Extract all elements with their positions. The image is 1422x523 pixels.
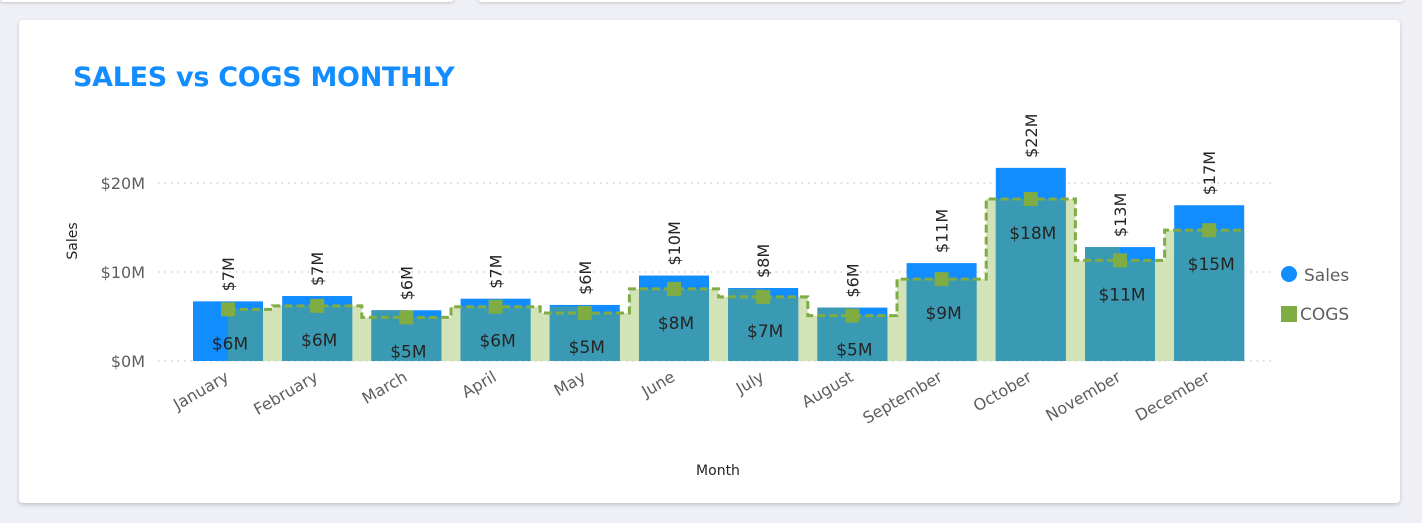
sales-data-label: $6M xyxy=(397,266,416,300)
cogs-data-label: $7M xyxy=(747,322,783,342)
x-tick-label: August xyxy=(798,367,856,411)
sales-data-label: $11M xyxy=(933,209,952,253)
cogs-data-label: $15M xyxy=(1188,255,1235,275)
overlap-segment xyxy=(728,296,799,361)
cogs-marker xyxy=(667,281,681,296)
overlap-segment xyxy=(817,315,888,361)
sales-data-label: $10M xyxy=(665,221,684,265)
cogs-line xyxy=(228,197,1245,319)
cogs-marker xyxy=(1113,253,1127,268)
cogs-marker xyxy=(1202,223,1217,238)
overlap-segment xyxy=(1085,260,1155,361)
x-tick-label: November xyxy=(1042,367,1124,425)
cogs-data-label: $5M xyxy=(390,342,426,362)
legend[interactable]: Sales COGS xyxy=(1281,266,1349,325)
sales-data-label: $13M xyxy=(1111,193,1130,237)
sales-data-label: $7M xyxy=(487,255,506,289)
overlap-segment xyxy=(460,306,531,361)
cogs-marker xyxy=(756,289,771,304)
adjacent-card-left xyxy=(0,0,454,2)
sales-data-label: $6M xyxy=(576,261,595,295)
cogs-data-label: $5M xyxy=(569,338,605,358)
overlap-segment xyxy=(995,199,1066,361)
cogs-marker xyxy=(1023,192,1038,207)
y-tick-label: $10M xyxy=(101,263,145,282)
overlap-segment xyxy=(371,317,442,361)
overlap-segment xyxy=(228,309,263,361)
x-tick-label: July xyxy=(732,367,767,398)
cogs-marker xyxy=(845,308,860,323)
overlap-segment xyxy=(1174,230,1245,361)
overlap-layer xyxy=(228,199,1245,361)
cogs-data-label: $18M xyxy=(1009,224,1056,244)
overlap-segment xyxy=(906,279,977,361)
x-tick-label: May xyxy=(551,367,589,400)
cogs-data-label: $6M xyxy=(212,334,248,354)
overlap-segment xyxy=(549,312,620,361)
x-tick-label: March xyxy=(359,367,411,408)
sales-data-label: $7M xyxy=(219,257,238,291)
cogs-data-label: $6M xyxy=(479,332,515,352)
x-tick-label: December xyxy=(1132,367,1214,425)
adjacent-card-right xyxy=(478,0,1404,2)
x-axis-title: Month xyxy=(696,463,740,479)
cogs-data-label: $8M xyxy=(658,314,694,334)
legend-label-cogs: COGS xyxy=(1300,305,1349,325)
legend-label-sales: Sales xyxy=(1304,266,1349,286)
cogs-marker xyxy=(399,310,414,325)
x-tick-label: October xyxy=(970,367,1035,416)
sales-data-label: $7M xyxy=(308,252,327,286)
x-tick-label: June xyxy=(637,367,678,401)
legend-square-icon xyxy=(1281,306,1297,322)
sales-data-label: $17M xyxy=(1200,151,1219,195)
cogs-marker xyxy=(310,298,325,313)
x-tick-label: April xyxy=(458,367,499,402)
cogs-marker xyxy=(221,302,235,317)
cogs-marker xyxy=(577,305,592,320)
y-tick-label: $0M xyxy=(111,352,145,371)
data-labels: $7M $7M $6M $7M $6M $10M $8M $6M $11M $22M $13M $17… xyxy=(212,114,1235,363)
x-tick-label: February xyxy=(250,367,321,419)
cogs-data-label: $6M xyxy=(301,331,337,351)
sales-data-label: $22M xyxy=(1022,114,1041,158)
x-tick-label: January xyxy=(169,367,232,414)
cogs-marker xyxy=(934,272,949,287)
chart-title: SALES vs COGS MONTHLY xyxy=(73,62,455,93)
x-tick-label: September xyxy=(860,367,946,428)
overlap-segment xyxy=(282,305,353,361)
sales-data-label: $8M xyxy=(754,244,773,278)
cogs-data-label: $5M xyxy=(836,341,872,361)
y-tick-label: $20M xyxy=(101,174,145,193)
cogs-line-layer xyxy=(221,192,1245,325)
cogs-marker xyxy=(488,299,503,314)
overlap-segment xyxy=(639,288,709,361)
cogs-data-label: $11M xyxy=(1098,285,1145,305)
y-axis-title: Sales xyxy=(65,222,81,259)
legend-circle-icon xyxy=(1281,266,1297,282)
sales-data-label: $6M xyxy=(843,263,862,297)
cogs-data-label: $9M xyxy=(925,304,961,324)
